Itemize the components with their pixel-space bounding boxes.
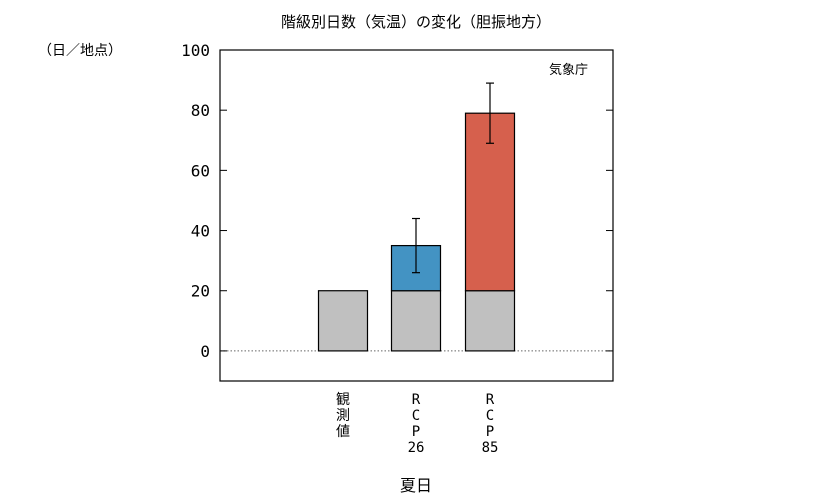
bar-base: [390, 290, 442, 352]
x-axis-label: 夏日: [400, 476, 432, 495]
y-tick-label: 60: [191, 161, 210, 180]
plot-frame: [219, 49, 614, 382]
bar-base: [317, 290, 369, 352]
x-category-label: P: [486, 424, 494, 440]
y-tick-label: 100: [181, 41, 210, 60]
bar-increase: [464, 112, 516, 292]
y-tick-label: 20: [191, 282, 210, 301]
y-tick-label: 40: [191, 222, 210, 241]
x-category-label: 26: [408, 440, 425, 456]
y-tick-label: 0: [200, 342, 210, 361]
y-tick-label: 80: [191, 101, 210, 120]
source-label: 気象庁: [549, 62, 588, 78]
x-category-label: R: [412, 392, 421, 408]
bar-base: [464, 290, 516, 352]
x-category-label: 値: [336, 424, 350, 440]
x-category-label: 測: [336, 408, 350, 424]
y-axis-unit-label: （日／地点）: [38, 43, 122, 59]
x-category-label: C: [486, 408, 494, 424]
x-category-label: 観: [336, 391, 350, 408]
x-category-label: R: [486, 392, 495, 408]
x-category-label: 85: [482, 440, 499, 456]
x-category-label: P: [412, 424, 420, 440]
x-category-label: C: [412, 408, 420, 424]
chart-title: 階級別日数（気温）の変化（胆振地方）: [281, 13, 551, 31]
